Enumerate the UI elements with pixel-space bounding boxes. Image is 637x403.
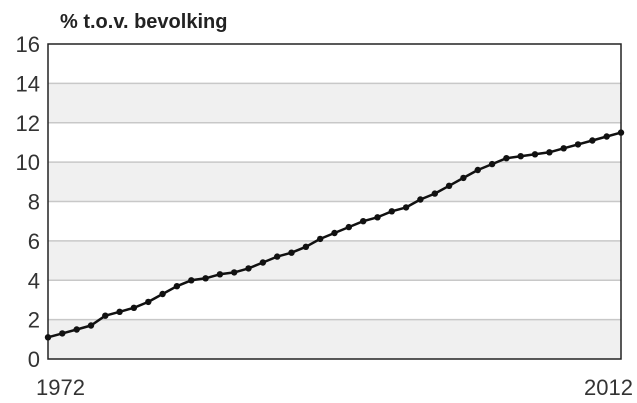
data-point [574,141,582,148]
data-point [589,137,596,144]
data-point [531,151,539,158]
y-tick-label: 14 [16,71,40,96]
data-point [274,253,281,260]
data-point [102,312,109,319]
data-point [474,166,481,174]
data-point [517,153,524,160]
data-point [302,243,310,250]
data-point [188,277,195,284]
data-point [202,275,209,282]
data-point [546,149,553,156]
y-tick-label: 6 [28,229,40,254]
data-point [116,308,123,315]
data-points-layer [44,129,625,341]
data-point [317,235,324,243]
data-point [503,155,510,162]
x-tick-labels: 1972 2012 [36,375,633,400]
gridlines [48,82,621,321]
data-point [345,223,352,231]
data-point [617,129,625,136]
plot-border [47,43,622,360]
data-point [603,133,610,140]
y-tick-label: 0 [28,347,40,372]
data-point [288,249,295,256]
data-point [331,229,338,237]
data-point [73,326,80,333]
data-point [59,330,66,337]
y-tick-label: 16 [16,32,40,57]
data-point [130,304,138,311]
data-point [374,214,381,221]
plot-band [48,44,621,84]
data-point [445,182,453,189]
data-point [488,160,496,168]
data-point [259,259,267,266]
x-tick-label: 2012 [584,375,633,400]
data-point [231,269,238,276]
data-point [87,322,95,329]
data-point [360,218,367,225]
data-point [402,204,410,211]
y-tick-label: 10 [16,150,40,175]
y-tick-label: 8 [28,190,40,215]
plot-band [48,280,621,320]
data-point [44,334,52,341]
y-axis-label: % t.o.v. bevolking [60,11,227,33]
data-point [245,265,252,272]
data-point [173,283,181,290]
y-tick-labels: 0 2 4 6 8 10 12 14 16 [16,32,40,372]
y-tick-label: 2 [28,308,40,333]
x-tick-label: 1972 [36,375,85,400]
data-point [431,190,438,197]
y-tick-label: 4 [28,268,40,293]
data-point [460,174,467,182]
data-point [145,298,152,306]
data-point [560,145,567,152]
data-point [417,196,424,203]
plot-frame [47,43,622,360]
y-tick-label: 12 [16,111,40,136]
data-point [388,208,395,215]
data-point [216,271,224,278]
data-point [159,290,166,298]
